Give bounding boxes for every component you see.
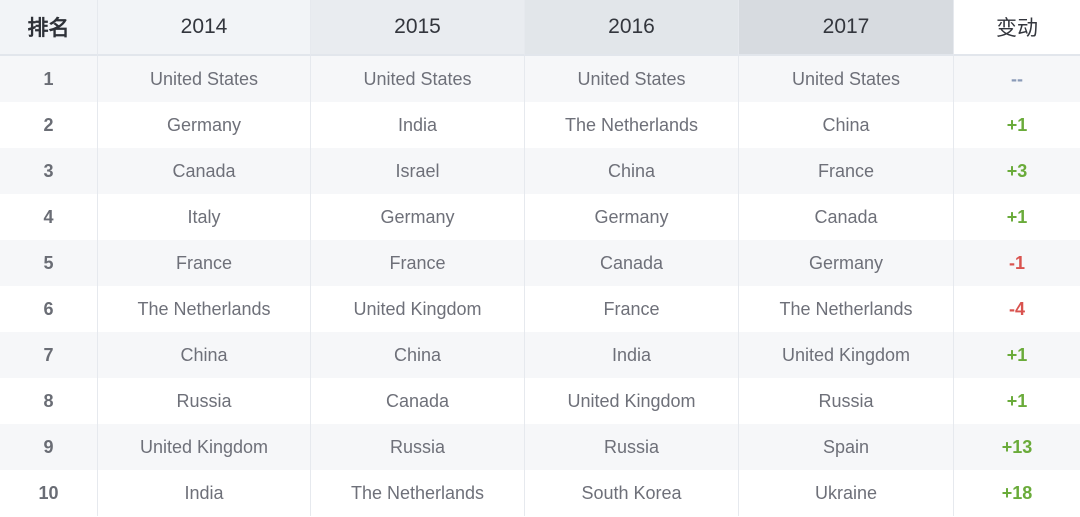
country-2014-cell: Russia [98, 378, 311, 424]
change-cell: -- [954, 56, 1080, 102]
country-2016-cell: Canada [525, 240, 739, 286]
country-2016-cell: Russia [525, 424, 739, 470]
header-2016: 2016 [525, 0, 739, 56]
country-2015-cell: Canada [311, 378, 525, 424]
change-cell: +3 [954, 148, 1080, 194]
country-2017-cell: Canada [739, 194, 954, 240]
country-2014-cell: United States [98, 56, 311, 102]
country-2017-cell: Spain [739, 424, 954, 470]
country-2015-cell: United Kingdom [311, 286, 525, 332]
country-2014-cell: Canada [98, 148, 311, 194]
rank-cell: 5 [0, 240, 98, 286]
country-2016-cell: The Netherlands [525, 102, 739, 148]
country-2015-cell: United States [311, 56, 525, 102]
country-2017-cell: The Netherlands [739, 286, 954, 332]
country-2017-cell: United States [739, 56, 954, 102]
country-2014-cell: The Netherlands [98, 286, 311, 332]
country-2015-cell: Russia [311, 424, 525, 470]
country-2015-cell: Israel [311, 148, 525, 194]
rank-cell: 6 [0, 286, 98, 332]
change-cell: +13 [954, 424, 1080, 470]
country-2017-cell: Germany [739, 240, 954, 286]
country-2016-cell: South Korea [525, 470, 739, 516]
header-2015: 2015 [311, 0, 525, 56]
country-2016-cell: China [525, 148, 739, 194]
country-2017-cell: United Kingdom [739, 332, 954, 378]
country-2016-cell: Germany [525, 194, 739, 240]
country-2014-cell: India [98, 470, 311, 516]
rank-cell: 4 [0, 194, 98, 240]
country-2016-cell: United States [525, 56, 739, 102]
change-cell: -4 [954, 286, 1080, 332]
header-rank: 排名 [0, 0, 98, 56]
country-2015-cell: The Netherlands [311, 470, 525, 516]
country-2014-cell: China [98, 332, 311, 378]
country-2017-cell: Russia [739, 378, 954, 424]
rank-cell: 8 [0, 378, 98, 424]
country-2015-cell: India [311, 102, 525, 148]
country-2017-cell: China [739, 102, 954, 148]
change-cell: +1 [954, 102, 1080, 148]
change-cell: +1 [954, 378, 1080, 424]
country-2014-cell: France [98, 240, 311, 286]
change-cell: +1 [954, 194, 1080, 240]
country-2016-cell: India [525, 332, 739, 378]
rank-cell: 1 [0, 56, 98, 102]
country-2014-cell: Italy [98, 194, 311, 240]
change-cell: +18 [954, 470, 1080, 516]
rank-cell: 10 [0, 470, 98, 516]
country-2014-cell: Germany [98, 102, 311, 148]
rank-cell: 7 [0, 332, 98, 378]
rank-cell: 2 [0, 102, 98, 148]
country-2017-cell: Ukraine [739, 470, 954, 516]
rank-cell: 9 [0, 424, 98, 470]
country-2016-cell: United Kingdom [525, 378, 739, 424]
country-2015-cell: Germany [311, 194, 525, 240]
change-cell: -1 [954, 240, 1080, 286]
header-change: 变动 [954, 0, 1080, 56]
header-2014: 2014 [98, 0, 311, 56]
change-cell: +1 [954, 332, 1080, 378]
rank-cell: 3 [0, 148, 98, 194]
country-2015-cell: China [311, 332, 525, 378]
header-2017: 2017 [739, 0, 954, 56]
country-2016-cell: France [525, 286, 739, 332]
country-2017-cell: France [739, 148, 954, 194]
country-2014-cell: United Kingdom [98, 424, 311, 470]
country-2015-cell: France [311, 240, 525, 286]
